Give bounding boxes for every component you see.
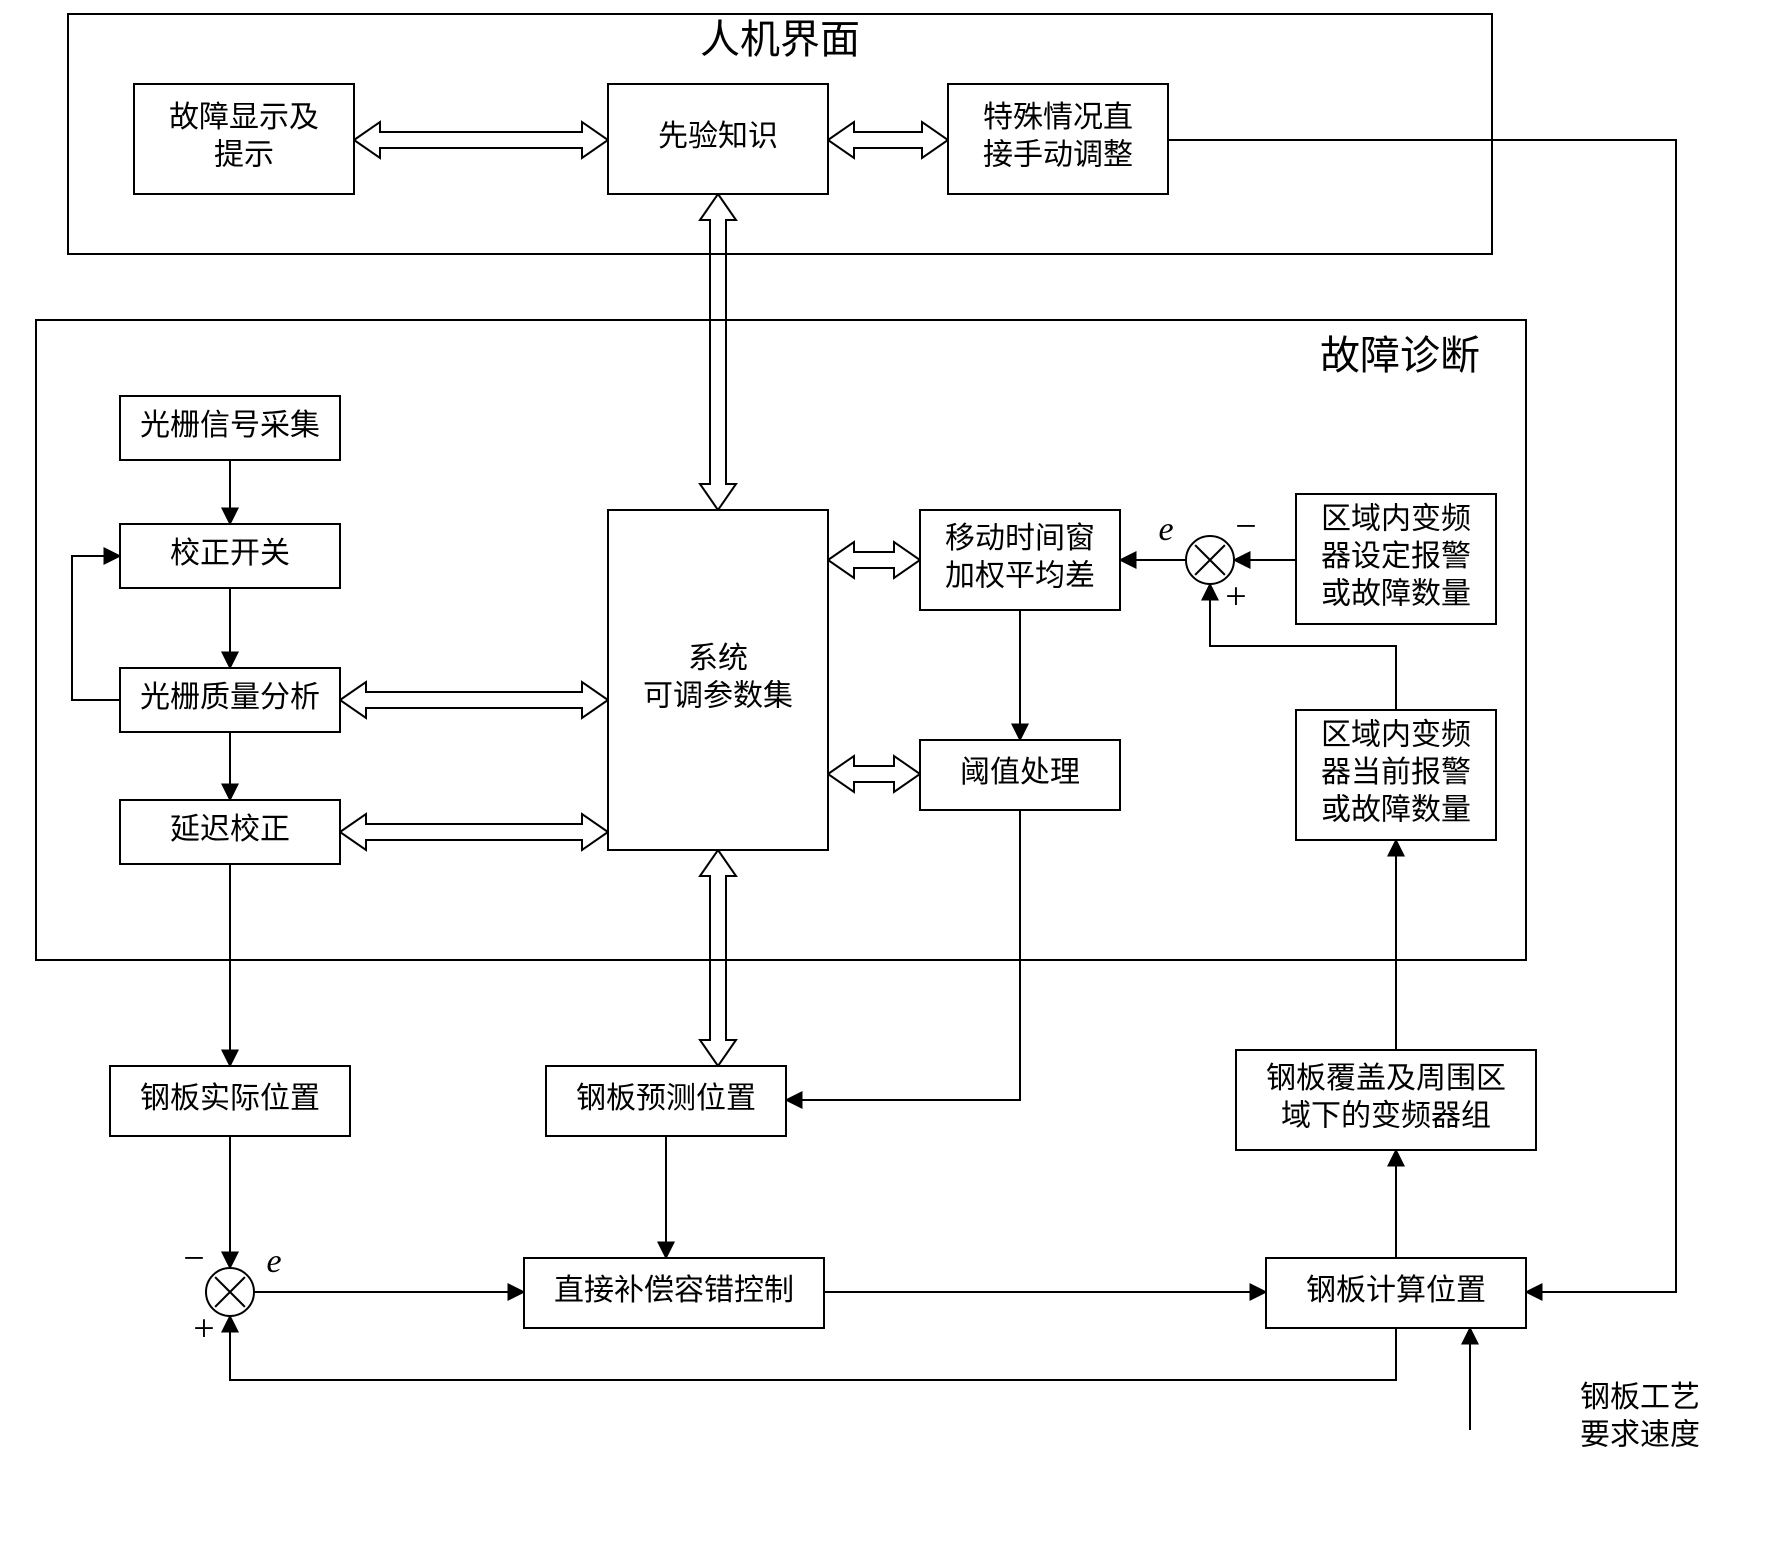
sj-label-sj_e_bottom-plus: + <box>193 1308 214 1350</box>
layer-free-text: 钢板工艺要求速度 <box>1580 1381 1700 1452</box>
double-arrow-7 <box>700 850 736 1066</box>
node-label-n_mov_win-0: 移动时间窗 <box>945 522 1095 555</box>
node-label-n_params-1: 可调参数集 <box>643 680 793 713</box>
edge-3 <box>72 556 120 700</box>
node-n_grating_qa: 光栅质量分析 <box>120 668 340 732</box>
layer-nodes: 故障显示及提示 先验知识 特殊情况直接手动调整光栅信号采集校正开关光栅质量分析延迟校… <box>110 84 1536 1328</box>
double-arrow-2 <box>700 194 736 510</box>
double-arrow-1 <box>828 122 948 158</box>
node-label-n_prior-0: 先验知识 <box>658 120 778 153</box>
node-label-n_pred_pos-0: 钢板预测位置 <box>576 1082 756 1115</box>
node-label-n_cur_alarm-1: 器当前报警 <box>1321 756 1471 789</box>
node-n_prior: 先验知识 <box>608 84 828 194</box>
double-arrow-6 <box>340 814 608 850</box>
sj-label-sj_e_top-minus: − <box>1235 506 1256 548</box>
double-arrow-0 <box>354 122 608 158</box>
node-label-n_calc_pos-0: 钢板计算位置 <box>1306 1274 1486 1307</box>
node-n_set_alarm: 区域内变频器设定报警或故障数量 <box>1296 494 1496 624</box>
double-arrow-4 <box>828 756 920 792</box>
frame-title-fault: 故障诊断 <box>1320 333 1480 378</box>
node-label-n_mov_win-1: 加权平均差 <box>945 560 1095 593</box>
node-n_manual: 特殊情况直接手动调整 <box>948 84 1168 194</box>
sj-label-sj_e_top-plus: + <box>1225 576 1246 618</box>
node-n_cur_alarm: 区域内变频器当前报警或故障数量 <box>1296 710 1496 840</box>
free-text-process_speed-1: 要求速度 <box>1580 1418 1700 1451</box>
node-n_cal_switch: 校正开关 <box>120 524 340 588</box>
double-arrow-5 <box>340 682 608 718</box>
sj-label-sj_e_bottom-e: e <box>266 1243 281 1280</box>
node-label-n_cur_alarm-2: 或故障数量 <box>1321 793 1471 826</box>
node-n_actual_pos: 钢板实际位置 <box>110 1066 350 1136</box>
node-label-n_set_alarm-0: 区域内变频 <box>1321 502 1471 535</box>
node-label-n_actual_pos-0: 钢板实际位置 <box>140 1082 320 1115</box>
double-arrow-3 <box>828 542 920 578</box>
sj-label-sj_e_bottom-minus: − <box>183 1238 204 1280</box>
sj-label-sj_e_top-e: e <box>1158 511 1173 548</box>
node-label-n_cur_alarm-0: 区域内变频 <box>1321 718 1471 751</box>
summing-junction-sj_e_top: e − + <box>1158 506 1256 618</box>
node-n_calc_pos: 钢板计算位置 <box>1266 1258 1526 1328</box>
node-n_direct_comp: 直接补偿容错控制 <box>524 1258 824 1328</box>
node-n_fault_disp: 故障显示及提示 <box>134 84 354 194</box>
node-label-n_set_alarm-2: 或故障数量 <box>1321 577 1471 610</box>
node-n_threshold: 阈值处理 <box>920 740 1120 810</box>
node-label-n_fault_disp-1: 提示 <box>214 139 274 172</box>
node-label-n_params-0: 系统 <box>688 642 748 675</box>
node-n_mov_win: 移动时间窗加权平均差 <box>920 510 1120 610</box>
node-n_delay_corr: 延迟校正 <box>120 800 340 864</box>
edge-16 <box>786 810 1020 1100</box>
node-label-n_inv_group-0: 钢板覆盖及周围区 <box>1266 1062 1506 1095</box>
node-label-n_manual-1: 接手动调整 <box>983 139 1133 172</box>
node-label-n_direct_comp-0: 直接补偿容错控制 <box>554 1274 794 1307</box>
frame-title-hmi: 人机界面 <box>700 17 860 62</box>
node-label-n_fault_disp-0: 故障显示及 <box>169 101 319 134</box>
node-label-n_inv_group-1: 域下的变频器组 <box>1281 1100 1491 1133</box>
node-n_grating_acq: 光栅信号采集 <box>120 396 340 460</box>
node-label-n_cal_switch-0: 校正开关 <box>170 537 290 570</box>
node-label-n_set_alarm-1: 器设定报警 <box>1321 540 1471 573</box>
node-label-n_manual-0: 特殊情况直 <box>983 101 1133 134</box>
summing-junction-sj_e_bottom: e − + <box>183 1238 281 1350</box>
node-label-n_grating_acq-0: 光栅信号采集 <box>140 409 320 442</box>
node-label-n_threshold-0: 阈值处理 <box>960 756 1080 789</box>
node-n_pred_pos: 钢板预测位置 <box>546 1066 786 1136</box>
node-n_inv_group: 钢板覆盖及周围区域下的变频器组 <box>1236 1050 1536 1150</box>
node-label-n_delay_corr-0: 延迟校正 <box>170 813 290 846</box>
node-n_params: 系统可调参数集 <box>608 510 828 850</box>
free-text-process_speed-0: 钢板工艺 <box>1580 1381 1700 1414</box>
node-label-n_grating_qa-0: 光栅质量分析 <box>140 681 320 714</box>
